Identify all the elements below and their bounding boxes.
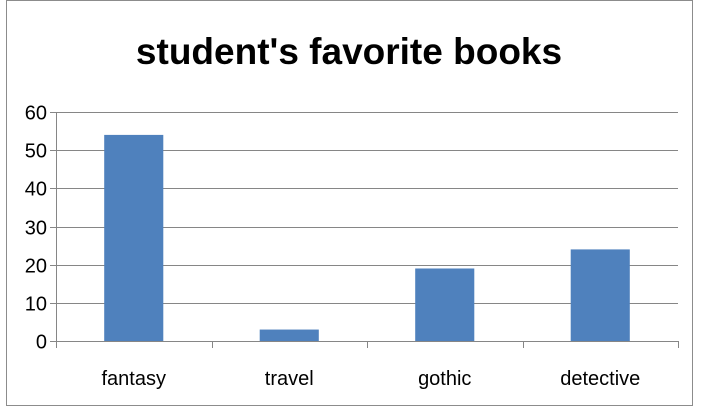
bars: [104, 134, 630, 341]
y-tick-label: 30: [25, 218, 47, 240]
axes: [50, 112, 679, 348]
y-tick-label: 60: [25, 103, 47, 125]
y-tick-labels: 0 10 20 30 40 50 60: [25, 103, 47, 354]
x-tick-label: gothic: [418, 368, 471, 390]
bar-travel: [259, 329, 319, 341]
y-tick-label: 40: [25, 179, 47, 201]
x-tick-labels: fantasy travel gothic detective: [102, 368, 641, 390]
bar-gothic: [415, 268, 475, 341]
y-tick-label: 10: [25, 294, 47, 316]
chart-title: student's favorite books: [136, 31, 562, 72]
bar-detective: [570, 249, 630, 341]
y-tick-label: 20: [25, 256, 47, 278]
x-tick-label: detective: [560, 368, 640, 390]
x-tick-label: fantasy: [102, 368, 166, 390]
y-tick-label: 0: [36, 332, 47, 354]
y-tick-label: 50: [25, 141, 47, 163]
bar-fantasy: [104, 134, 164, 341]
x-tick-label: travel: [265, 368, 314, 390]
